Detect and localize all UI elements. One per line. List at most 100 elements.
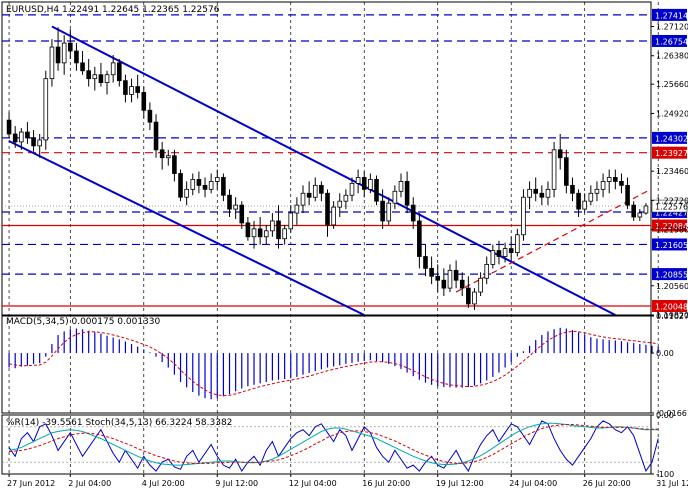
candle-body xyxy=(319,184,324,194)
candle-body xyxy=(294,204,300,214)
price-tick-label: 1.27120 xyxy=(656,23,688,32)
candle-body xyxy=(570,184,575,194)
candle-body xyxy=(453,269,459,281)
candle-body xyxy=(74,50,79,64)
candle-body xyxy=(600,181,606,190)
candle-body xyxy=(55,46,61,64)
candle-body xyxy=(104,74,110,84)
candle-body xyxy=(564,157,569,186)
candle-body xyxy=(123,80,128,95)
candle-body xyxy=(270,220,275,232)
candle-body xyxy=(245,222,251,238)
candle-body xyxy=(25,131,30,139)
candle-body xyxy=(588,192,594,202)
candle-body xyxy=(92,74,98,80)
candle-body xyxy=(31,137,36,147)
level-tag xyxy=(652,238,687,251)
stoch-main-line xyxy=(8,422,659,466)
candle-body xyxy=(37,139,42,147)
candle-body xyxy=(435,275,441,281)
candle-body xyxy=(643,205,649,214)
candle-body xyxy=(410,204,416,222)
level-tag xyxy=(652,268,687,281)
chart-grid xyxy=(8,2,659,474)
candle-body xyxy=(172,155,177,174)
candle-body xyxy=(533,188,539,194)
candle-body xyxy=(508,248,514,253)
candle-body xyxy=(417,220,422,257)
williams-r-line xyxy=(8,420,659,473)
candle-body xyxy=(196,179,202,186)
trend-line xyxy=(8,140,365,315)
level-tag xyxy=(652,8,687,21)
candle-body xyxy=(276,220,281,240)
axes: 1.27120 1.26380 1.25660 1.24920 1.23460 1.227… xyxy=(7,23,688,488)
candle-body xyxy=(502,248,508,257)
candle-body xyxy=(159,149,165,159)
candle-body xyxy=(6,119,12,135)
candle-body xyxy=(184,188,189,198)
candle-body xyxy=(478,277,483,293)
time-tick-label: 24 Jul 04:00 xyxy=(509,479,557,488)
candle-body xyxy=(527,188,532,198)
level-tag xyxy=(652,219,687,232)
candle-body xyxy=(12,133,18,143)
candle-body xyxy=(202,184,208,190)
candle-body xyxy=(557,149,563,159)
candle-body xyxy=(343,194,349,202)
time-tick-label: 27 Jun 2012 xyxy=(7,479,55,488)
candle-body xyxy=(515,234,520,253)
price-tick-label: 1.21980 xyxy=(656,226,688,235)
level-tag xyxy=(652,299,687,312)
level-tag xyxy=(652,131,687,144)
candle-body xyxy=(337,200,343,208)
oscillator-series xyxy=(2,420,659,473)
candle-body xyxy=(398,181,404,192)
candle-body xyxy=(214,177,220,182)
candle-body xyxy=(110,62,116,76)
candle-body xyxy=(312,184,318,198)
candle-body xyxy=(208,181,214,190)
price-tick-label: 1.22720 xyxy=(656,196,688,205)
candle-body xyxy=(233,204,238,210)
candle-body xyxy=(459,279,465,289)
candle-body xyxy=(606,177,612,182)
price-panel xyxy=(1,1,652,316)
candle-body xyxy=(43,78,49,141)
price-levels: 1.27414 1.26754 1.24302 1.23927 1.22427 1.220… xyxy=(2,8,688,312)
macd-panel xyxy=(1,315,652,414)
candle-body xyxy=(288,212,294,230)
candle-body xyxy=(441,279,447,289)
candle-body xyxy=(386,202,392,222)
current-price-tag xyxy=(651,199,688,213)
candle-body xyxy=(68,42,73,52)
time-tick-label: 26 Jul 20:00 xyxy=(583,479,631,488)
candle-body xyxy=(484,264,490,279)
candle-body xyxy=(306,192,312,198)
candle-body xyxy=(257,228,263,238)
macd-header: MACD(5,34,5) 0.000175 0.001330 xyxy=(6,317,161,327)
candle-body xyxy=(221,177,226,196)
price-tick-label: 1.26380 xyxy=(656,52,688,61)
candle-body xyxy=(392,190,398,204)
candle-body xyxy=(576,192,581,210)
time-tick-label: 4 Jul 20:00 xyxy=(142,479,185,488)
candle-body xyxy=(355,177,361,184)
candle-body xyxy=(404,181,410,206)
level-tag-label: 1.26754 xyxy=(655,37,688,46)
candle-body xyxy=(239,204,245,224)
candle-body xyxy=(116,62,122,82)
price-tick-label: 1.23460 xyxy=(656,167,688,176)
candle-body xyxy=(490,250,496,265)
candle-body xyxy=(227,194,232,210)
oscillator-panel xyxy=(1,414,652,475)
candle-body xyxy=(429,267,434,277)
macd-tick-label: 0.00 xyxy=(656,349,674,358)
osc-tick-label: -100 xyxy=(656,470,674,479)
candle-body xyxy=(361,177,367,190)
candle-body xyxy=(631,204,636,218)
candle-body xyxy=(80,62,85,72)
candle-body xyxy=(447,269,453,289)
osc-tick-label: 0.00 xyxy=(656,411,674,420)
